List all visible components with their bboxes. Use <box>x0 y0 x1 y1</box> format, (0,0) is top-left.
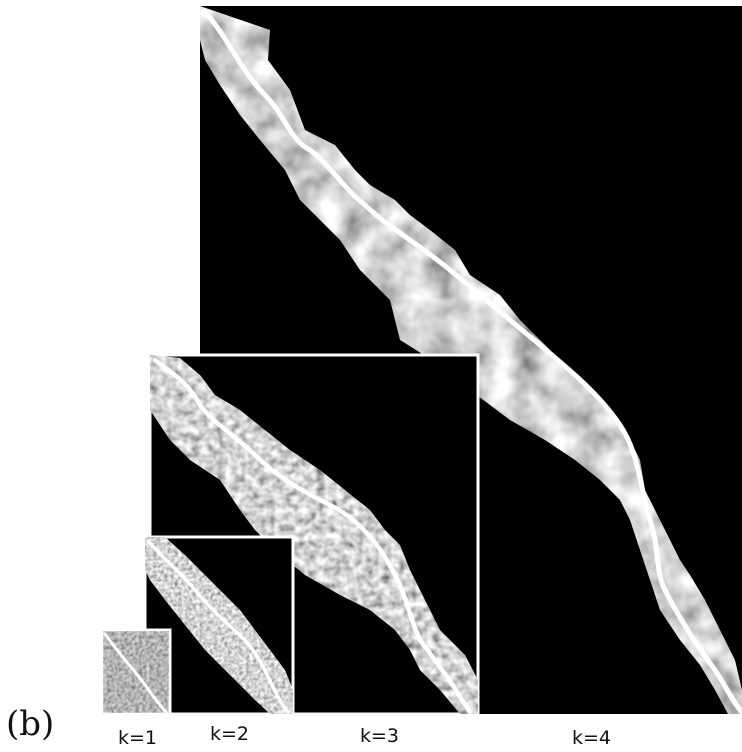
panel-label: (b) <box>6 704 54 744</box>
warping-path-k2 <box>146 539 290 714</box>
level-label-k3: k=3 <box>360 725 399 747</box>
similarity-matrix-k1 <box>100 628 172 716</box>
similarity-matrix-k3 <box>148 353 480 716</box>
warping-path-k4 <box>202 9 742 715</box>
warping-path-k3 <box>152 357 473 715</box>
level-label-k1: k=1 <box>118 727 157 749</box>
warping-path-k1 <box>103 632 168 714</box>
level-label-k2: k=2 <box>210 723 249 745</box>
level-label-k4: k=4 <box>572 727 611 749</box>
